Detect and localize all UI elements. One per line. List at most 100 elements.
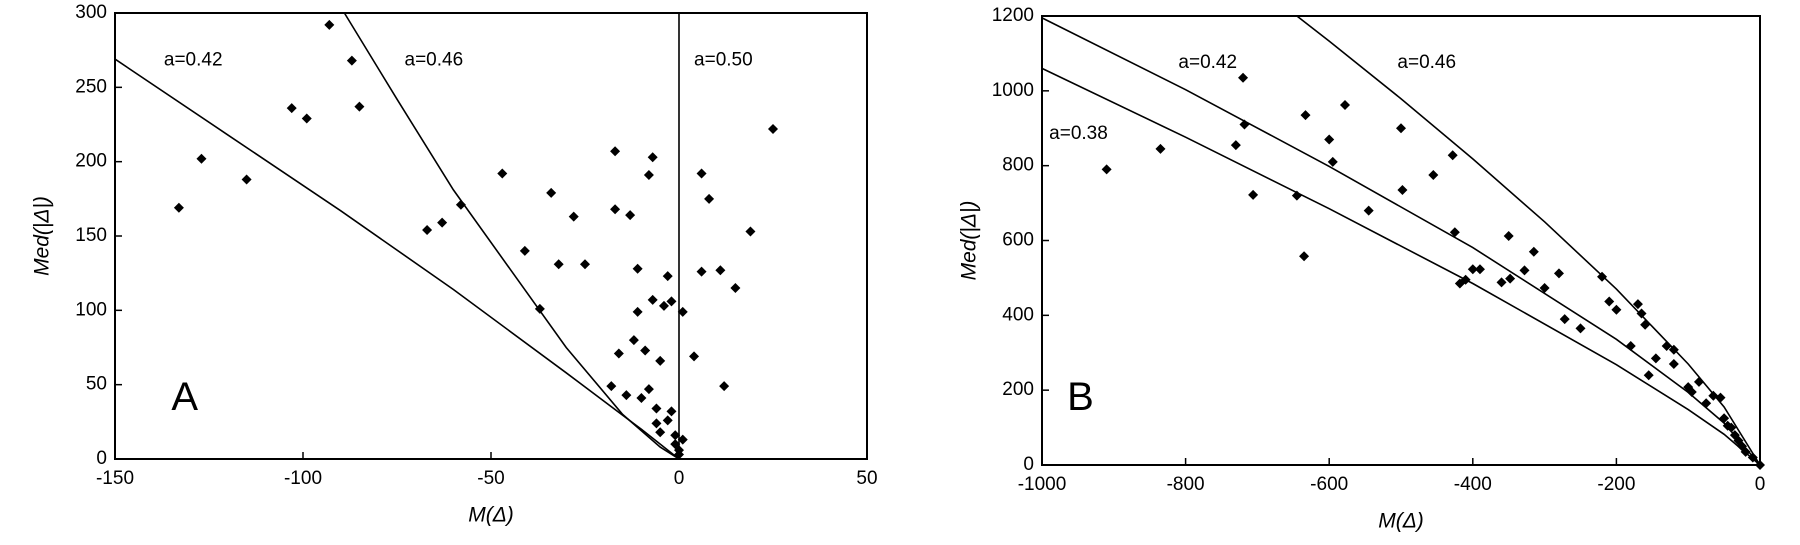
data-point xyxy=(1447,150,1458,161)
data-point xyxy=(1299,251,1310,262)
data-point xyxy=(610,146,621,157)
data-point xyxy=(1155,143,1166,154)
x-tick-label: -50 xyxy=(477,468,504,489)
data-point xyxy=(666,406,677,417)
data-point xyxy=(628,335,639,346)
panel-label: A xyxy=(171,375,198,419)
curve-label: a=0.38 xyxy=(1049,123,1108,144)
data-point xyxy=(1327,156,1338,167)
data-point xyxy=(715,265,726,276)
data-point xyxy=(696,168,707,179)
data-point xyxy=(1539,283,1550,294)
x-tick-label: -1000 xyxy=(1018,474,1067,495)
data-point xyxy=(1640,319,1651,330)
data-point xyxy=(1363,205,1374,216)
data-point xyxy=(422,225,433,236)
data-point xyxy=(1503,231,1514,242)
data-point xyxy=(1248,189,1259,200)
data-point xyxy=(689,351,700,362)
x-axis-label: M(Δ) xyxy=(1378,510,1424,533)
data-point xyxy=(1101,164,1112,175)
data-point xyxy=(666,296,677,307)
data-point xyxy=(1239,119,1250,130)
data-point xyxy=(647,294,658,305)
data-point xyxy=(1726,422,1737,433)
y-tick-label: 400 xyxy=(1002,304,1034,325)
data-point xyxy=(610,204,621,215)
y-tick-label: 250 xyxy=(75,76,107,97)
y-tick-label: 100 xyxy=(75,299,107,320)
data-point xyxy=(1230,140,1241,151)
data-point xyxy=(1300,110,1311,121)
data-point xyxy=(643,170,654,181)
data-point xyxy=(1636,308,1647,319)
data-point xyxy=(1650,353,1661,364)
data-point xyxy=(1715,392,1726,403)
data-point xyxy=(534,303,545,314)
y-tick-label: 600 xyxy=(1002,230,1034,251)
data-point xyxy=(546,187,557,198)
x-tick-label: -600 xyxy=(1310,474,1348,495)
x-tick-label: 0 xyxy=(1755,474,1766,495)
data-point xyxy=(647,152,658,163)
curve-label: a=0.46 xyxy=(1397,52,1456,73)
data-point xyxy=(1643,370,1654,381)
y-tick-label: 200 xyxy=(1002,379,1034,400)
data-point xyxy=(301,113,312,124)
curve-label: a=0.50 xyxy=(694,50,753,71)
data-point xyxy=(1460,274,1471,285)
y-tick-label: 0 xyxy=(1023,454,1034,475)
y-tick-label: 0 xyxy=(96,448,107,469)
y-tick-label: 1000 xyxy=(992,80,1034,101)
data-point xyxy=(730,283,741,294)
data-point xyxy=(632,306,643,317)
data-point xyxy=(1668,344,1679,355)
data-point xyxy=(1708,390,1719,401)
data-point xyxy=(1701,398,1712,409)
x-tick-label: -100 xyxy=(284,468,322,489)
data-point xyxy=(286,103,297,114)
data-point xyxy=(643,384,654,395)
data-point xyxy=(655,355,666,366)
data-point xyxy=(324,19,335,30)
data-point xyxy=(658,300,669,311)
y-tick-label: 50 xyxy=(86,374,107,395)
data-point xyxy=(1719,413,1730,424)
data-point xyxy=(1238,72,1249,83)
data-point xyxy=(719,381,730,392)
y-tick-label: 1200 xyxy=(992,5,1034,26)
data-point xyxy=(196,153,207,164)
data-point xyxy=(1449,227,1460,238)
data-point xyxy=(1339,100,1350,111)
data-point xyxy=(632,263,643,274)
curve-label: a=0.46 xyxy=(405,50,464,71)
data-point xyxy=(636,393,647,404)
x-tick-label: -400 xyxy=(1454,474,1492,495)
data-point xyxy=(768,123,778,134)
data-point xyxy=(655,427,666,438)
data-point xyxy=(1396,123,1406,134)
data-point xyxy=(670,430,681,441)
data-point xyxy=(696,266,707,277)
data-point xyxy=(1575,323,1586,334)
x-tick-label: 0 xyxy=(674,468,685,489)
data-point xyxy=(1661,341,1672,352)
data-point xyxy=(1428,170,1439,181)
data-point xyxy=(640,345,651,356)
data-point xyxy=(1474,264,1485,275)
data-point xyxy=(1519,265,1530,276)
data-point xyxy=(1755,460,1765,470)
curve xyxy=(1041,67,1761,466)
curve xyxy=(114,58,680,460)
x-tick-label: -150 xyxy=(96,468,134,489)
data-point xyxy=(662,271,673,282)
data-point xyxy=(1693,376,1704,387)
data-point xyxy=(1740,446,1751,457)
data-point xyxy=(1747,452,1758,463)
curve xyxy=(343,12,680,460)
data-point xyxy=(1496,277,1507,288)
data-point xyxy=(674,449,684,460)
data-point xyxy=(437,217,448,228)
data-point xyxy=(1528,246,1539,257)
